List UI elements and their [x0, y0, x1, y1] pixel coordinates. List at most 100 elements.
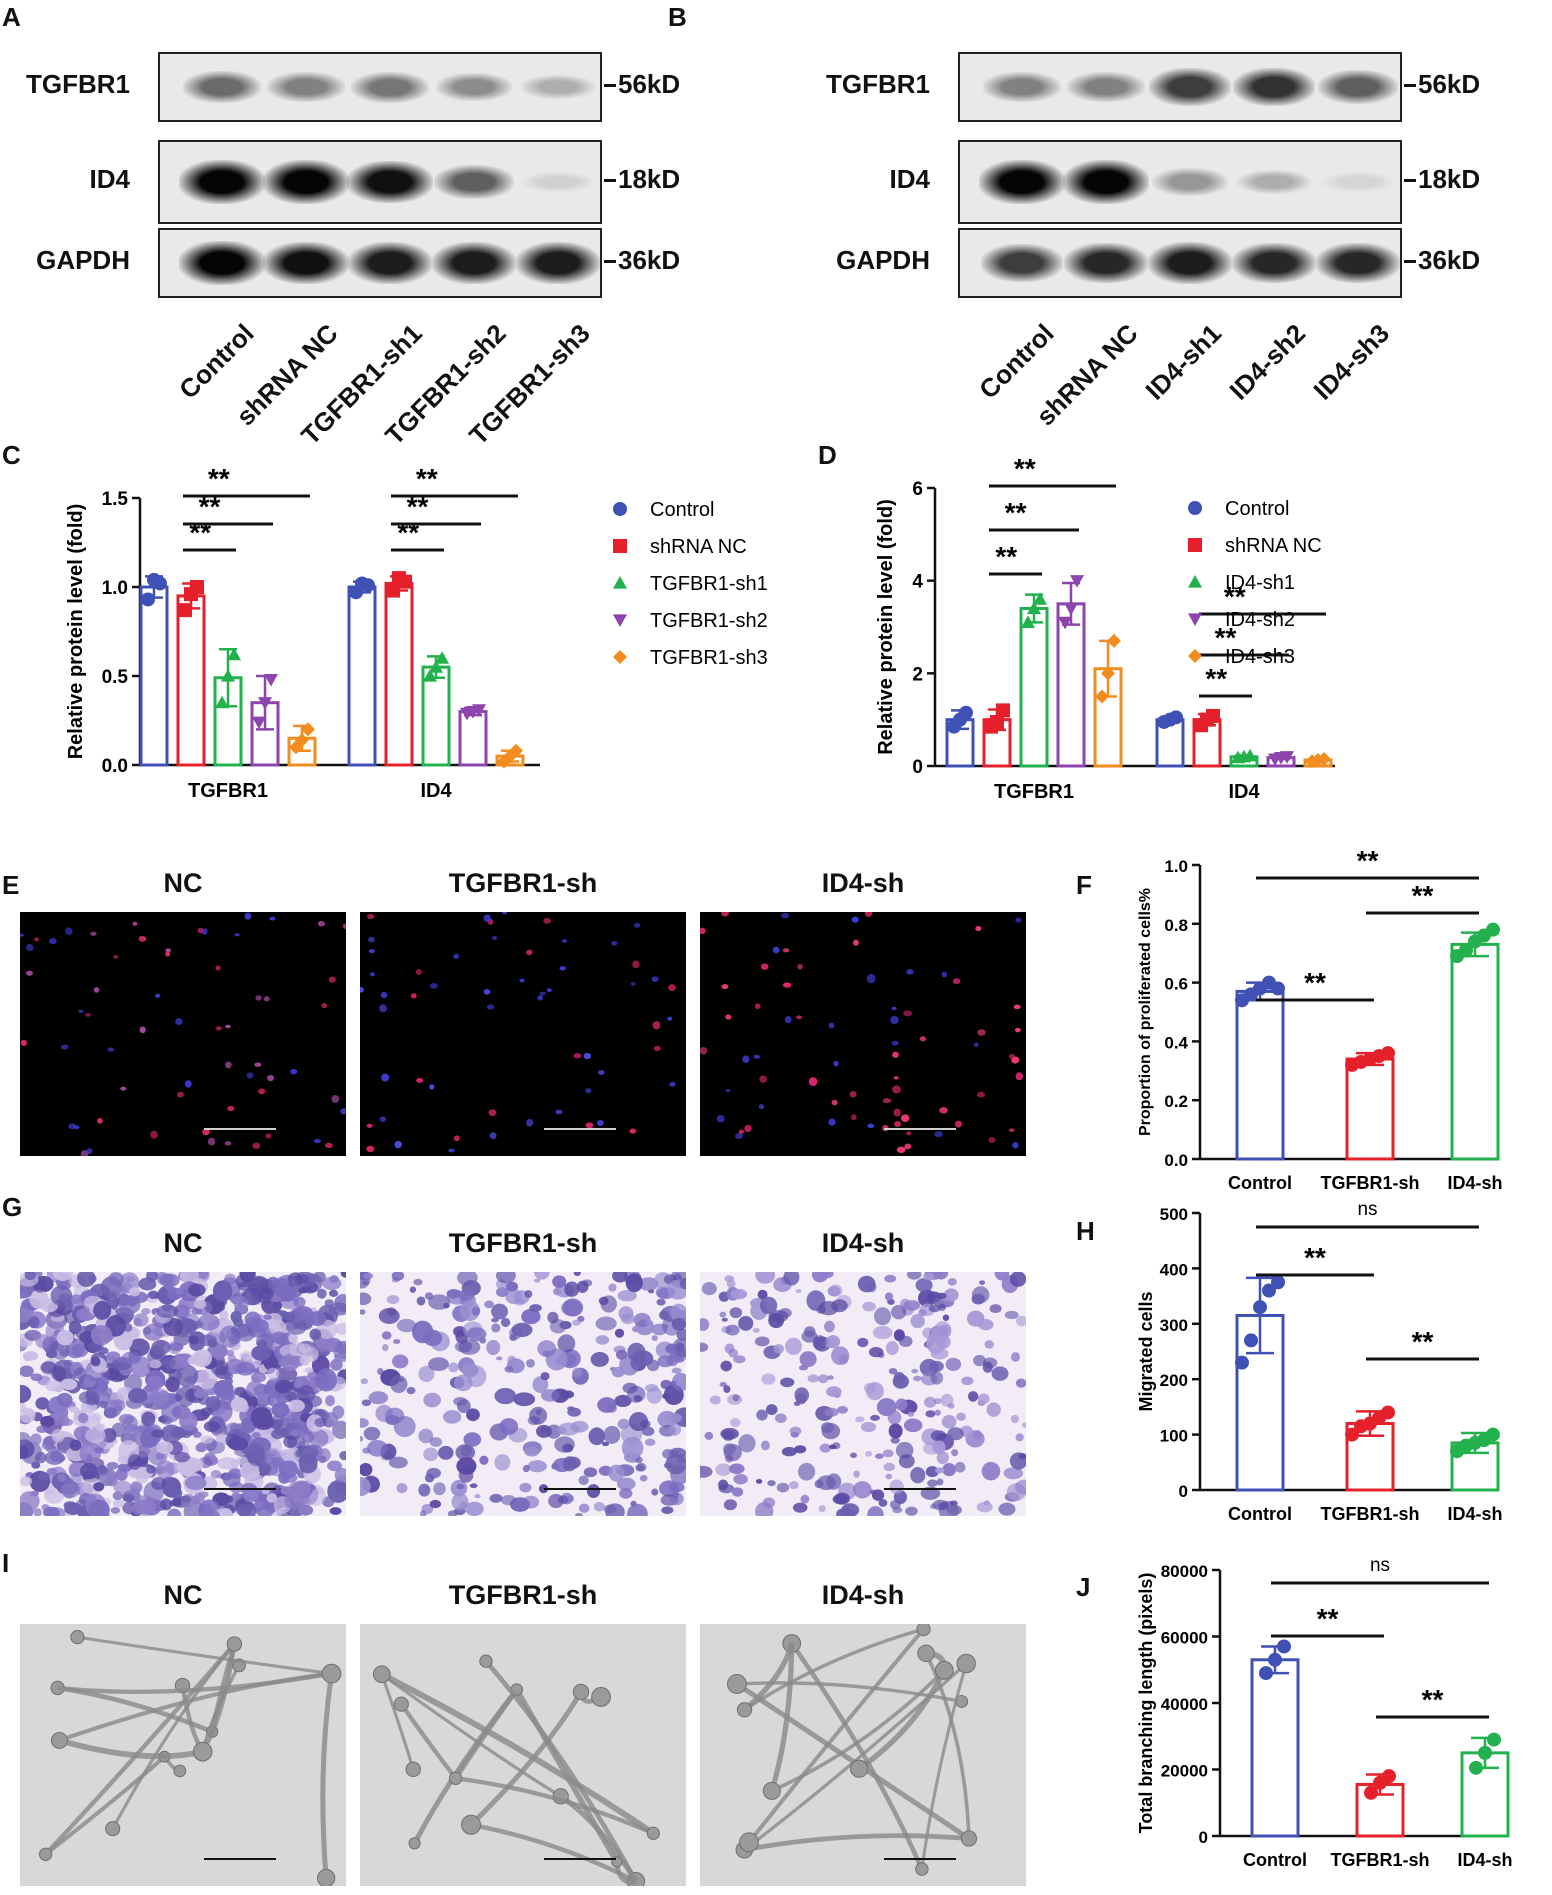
blot-membrane-gapdh — [958, 228, 1402, 298]
cell-blob — [1010, 1352, 1021, 1362]
data-point — [613, 650, 627, 664]
cell-blob — [991, 1366, 1009, 1381]
cell-blob — [588, 1427, 606, 1446]
tube-segment — [380, 1673, 415, 1770]
cell-blob — [415, 969, 422, 975]
cell-blob — [738, 1129, 744, 1135]
cell-blob — [669, 1081, 676, 1087]
cell-blob — [313, 1138, 321, 1144]
cell-cluster — [917, 1644, 935, 1663]
cell-blob — [398, 1377, 405, 1382]
cell-blob — [526, 1118, 534, 1127]
legend-label-control: Control — [650, 499, 714, 521]
cell-blob — [670, 1492, 684, 1506]
lane-label-id4-sh2: ID4-sh2 — [1223, 318, 1312, 406]
y-axis-label: Proportion of proliferated cells% — [1137, 888, 1154, 1136]
cell-blob — [257, 1393, 269, 1406]
cell-blob — [608, 1283, 617, 1292]
cell-blob — [972, 1429, 983, 1440]
cell-blob — [380, 991, 388, 999]
fluorescence-image-nc — [20, 912, 346, 1156]
cell-cluster — [316, 1868, 336, 1886]
data-point — [1188, 538, 1202, 552]
cell-blob — [188, 1335, 199, 1345]
micro-title-i2: TGFBR1-sh — [448, 1580, 598, 1610]
cell-blob — [522, 1464, 530, 1473]
significance-label: ** — [407, 491, 429, 522]
cell-blob — [638, 1277, 659, 1291]
cell-blob — [870, 1414, 880, 1421]
cell-blob — [123, 1323, 133, 1332]
legend-label-tgfbr1-sh1: TGFBR1-sh1 — [650, 573, 768, 595]
cell-blob — [223, 1371, 234, 1380]
cell-cluster — [393, 1696, 409, 1712]
blot-row-label-id4: ID4 — [89, 164, 130, 194]
cell-blob — [89, 1499, 110, 1516]
tube-segment — [857, 1669, 947, 1771]
cell-blob — [90, 931, 97, 936]
cell-blob — [267, 1074, 275, 1082]
cell-blob — [461, 1362, 479, 1378]
cell-blob — [1014, 1027, 1021, 1033]
cell-blob — [762, 1497, 776, 1508]
cell-blob — [653, 1045, 661, 1052]
cell-blob — [78, 1412, 89, 1424]
cell-blob — [56, 1392, 73, 1407]
cell-blob — [186, 1458, 204, 1472]
cell-blob — [834, 1492, 851, 1505]
blot-band — [263, 241, 349, 285]
tube-segment — [58, 1671, 332, 1743]
cell-blob — [728, 1463, 745, 1475]
cell-blob — [41, 1504, 50, 1511]
cell-blob — [360, 1378, 369, 1385]
cell-blob — [910, 1467, 926, 1484]
cell-blob — [895, 1398, 908, 1411]
cell-blob — [390, 1375, 408, 1394]
cell-blob — [60, 1482, 81, 1498]
cell-blob — [761, 1373, 776, 1385]
cell-blob — [738, 1434, 756, 1453]
cell-blob — [179, 1411, 198, 1431]
cell-blob — [396, 1482, 408, 1494]
bar-tgfbr1-sh — [1345, 1057, 1395, 1161]
cell-blob — [245, 1442, 265, 1464]
chart-f: 0.0 0.2 0.4 0.6 0.8 1.0 Proportion of prolifer… — [1137, 850, 1503, 1193]
cell-blob — [249, 1275, 269, 1292]
cell-blob — [853, 1470, 860, 1478]
cell-blob — [254, 1062, 262, 1067]
cell-blob — [935, 1467, 945, 1474]
cell-blob — [453, 953, 460, 960]
cell-blob — [368, 1391, 389, 1405]
y-tick-label: 0.2 — [1164, 1092, 1188, 1111]
data-point — [227, 647, 241, 661]
legend-label-control: Control — [1225, 498, 1289, 520]
cell-blob — [324, 1142, 333, 1149]
cell-blob — [392, 1354, 409, 1369]
cell-blob — [225, 1349, 235, 1357]
cell-blob — [871, 1489, 885, 1501]
cell-blob — [313, 1272, 326, 1283]
cell-blob — [97, 1464, 107, 1474]
data-point — [1478, 1745, 1492, 1760]
data-point — [252, 716, 266, 730]
cell-blob — [629, 1128, 637, 1134]
significance-label: ** — [1224, 581, 1246, 612]
cell-cluster — [739, 1832, 759, 1853]
cell-blob — [701, 1282, 717, 1296]
cell-blob — [423, 1392, 442, 1408]
cell-blob — [234, 1386, 247, 1397]
cell-blob — [1009, 1272, 1026, 1287]
cell-cluster — [192, 1741, 213, 1762]
cell-blob — [458, 1339, 481, 1355]
data-point — [398, 574, 412, 589]
cell-blob — [198, 1503, 215, 1516]
blot-band — [347, 242, 433, 284]
cell-blob — [235, 1361, 256, 1376]
cell-blob — [360, 987, 365, 993]
cell-blob — [360, 1462, 373, 1477]
cell-blob — [196, 1442, 208, 1453]
cell-blob — [947, 1427, 964, 1441]
cell-blob — [978, 1280, 986, 1285]
cell-blob — [165, 951, 171, 957]
lane-label-id4-sh3: ID4-sh3 — [1307, 318, 1396, 406]
